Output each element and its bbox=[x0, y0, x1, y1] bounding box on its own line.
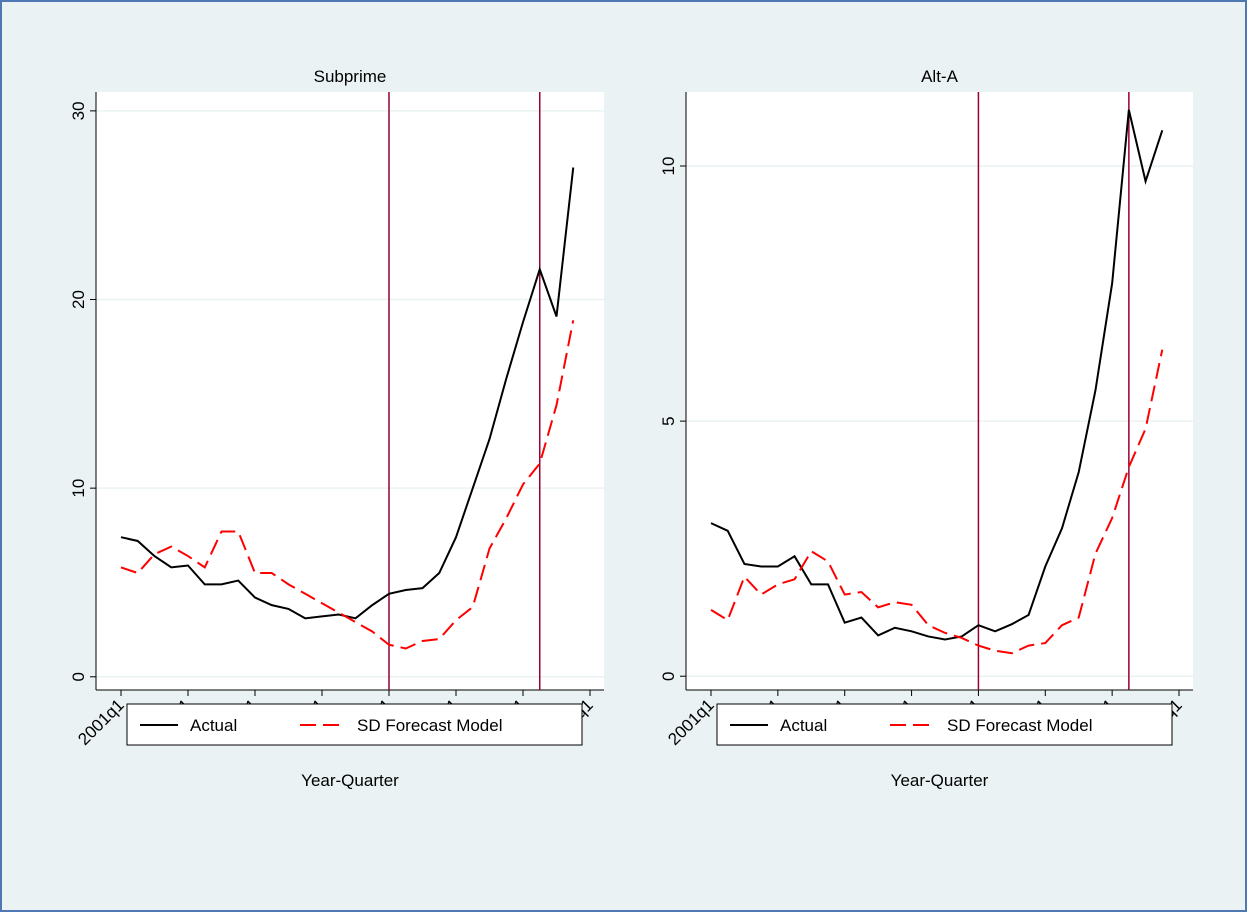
legend-label: Actual bbox=[780, 716, 827, 735]
legend-label: SD Forecast Model bbox=[947, 716, 1093, 735]
y-tick-label: 5 bbox=[659, 416, 678, 425]
legend bbox=[126, 703, 583, 746]
y-tick-label: 0 bbox=[69, 672, 88, 681]
plot-area bbox=[686, 92, 1193, 690]
legend bbox=[716, 703, 1173, 746]
y-tick-label: 10 bbox=[659, 157, 678, 176]
data-line bbox=[710, 349, 1164, 655]
x-axis-label: Year-Quarter bbox=[301, 771, 399, 790]
legend-label: SD Forecast Model bbox=[357, 716, 503, 735]
y-tick-label: 10 bbox=[69, 479, 88, 498]
legend-label: Actual bbox=[190, 716, 237, 735]
panel-title: Subprime bbox=[314, 67, 387, 86]
y-tick-label: 20 bbox=[69, 290, 88, 309]
x-axis-label: Year-Quarter bbox=[891, 771, 989, 790]
y-tick-label: 0 bbox=[659, 671, 678, 680]
data-line bbox=[120, 320, 575, 650]
plot-area bbox=[96, 92, 604, 690]
panel-title: Alt-A bbox=[921, 67, 959, 86]
data-line bbox=[710, 109, 1164, 641]
y-tick-label: 30 bbox=[69, 101, 88, 120]
